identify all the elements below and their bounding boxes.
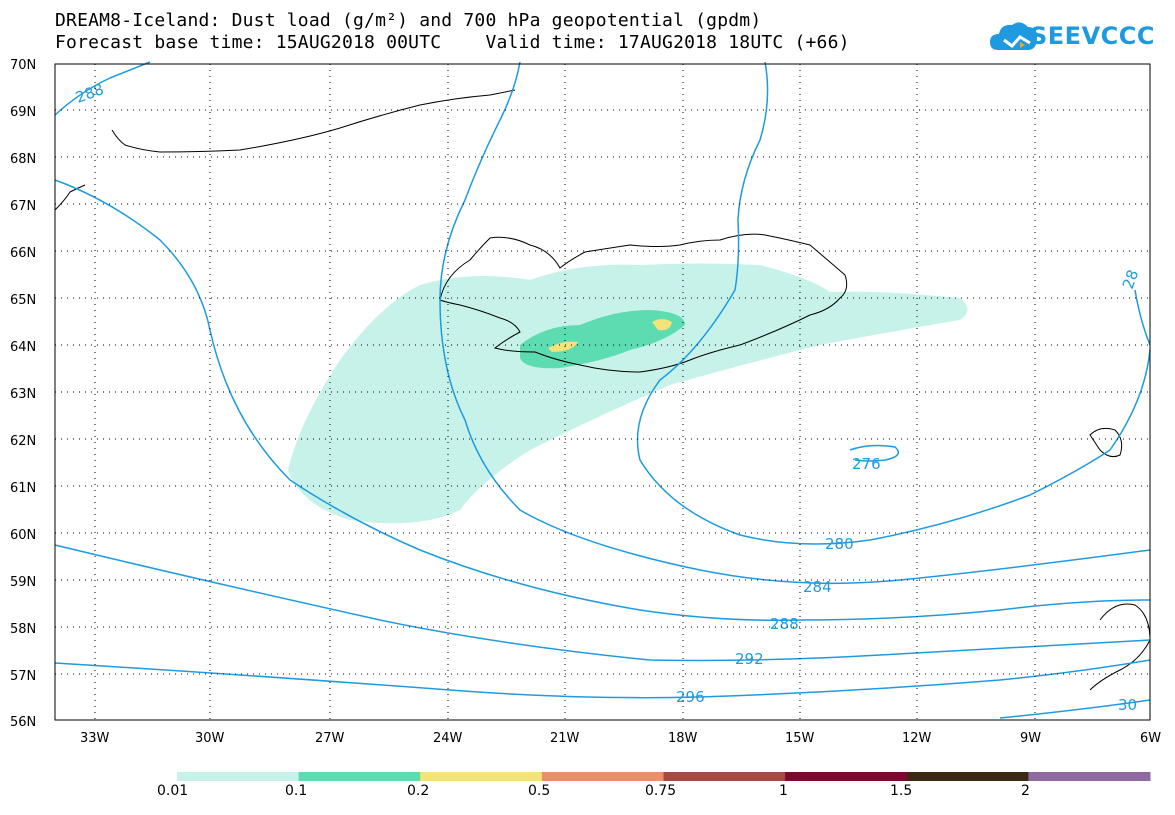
- lat-tick-label: 58N: [10, 622, 36, 637]
- legend-label: 1.5: [890, 783, 913, 799]
- contour-label: 292: [735, 650, 764, 668]
- latitude-labels: 70N 69N 68N 67N 66N 65N 64N 63N 62N 61N …: [10, 58, 36, 730]
- legend-swatch: [541, 772, 664, 781]
- lat-tick-label: 57N: [10, 669, 36, 684]
- faroe-islands-coast: [1089, 427, 1123, 458]
- legend-color-bar: [177, 772, 1151, 781]
- greenland-coast: [111, 89, 516, 153]
- legend-swatch: [298, 772, 421, 781]
- lon-tick-label: 21W: [550, 731, 580, 746]
- legend-label: 2: [1021, 783, 1030, 799]
- geopotential-contours: [54, 61, 1151, 719]
- contour-label: 276: [852, 455, 881, 473]
- map-title-line-2: Forecast base time: 15AUG2018 00UTC Vali…: [55, 32, 850, 53]
- contour-label: 28: [1119, 267, 1142, 291]
- lon-tick-label: 24W: [433, 731, 463, 746]
- lat-tick-label: 59N: [10, 575, 36, 590]
- dust-area-low: [288, 263, 968, 524]
- cloud-logo-icon: [990, 22, 1037, 50]
- contour-label: 284: [803, 578, 832, 596]
- lon-tick-label: 27W: [315, 731, 345, 746]
- legend-label: 1: [779, 783, 788, 799]
- scotland-coast: [1089, 603, 1151, 691]
- legend-label: 0.2: [407, 783, 430, 799]
- legend-swatch: [177, 772, 300, 781]
- legend-label: 0.5: [528, 783, 551, 799]
- contour-right: [636, 61, 1151, 545]
- dust-area-mid: [520, 310, 685, 369]
- dust-area-high-2: [548, 341, 578, 352]
- legend-label: 0.75: [645, 783, 677, 799]
- lat-tick-label: 69N: [10, 105, 36, 120]
- legend-swatch: [1028, 772, 1151, 781]
- lat-tick-label: 63N: [10, 387, 36, 402]
- contour-label: 280: [825, 535, 854, 553]
- iceland-coast: [439, 233, 848, 373]
- contour-east-edge: [1134, 289, 1151, 346]
- lat-tick-label: 67N: [10, 199, 36, 214]
- logo-text: SEEVCCC: [1030, 22, 1155, 50]
- lat-tick-label: 62N: [10, 434, 36, 449]
- contour-left: [54, 179, 1151, 622]
- dust-area-high-1: [652, 319, 672, 331]
- dust-shading: [288, 263, 968, 524]
- contour-276: [849, 444, 900, 462]
- lat-tick-label: 65N: [10, 293, 36, 308]
- lat-tick-label: 64N: [10, 340, 36, 355]
- lat-tick-label: 68N: [10, 152, 36, 167]
- longitude-labels: 33W 30W 27W 24W 21W 18W 15W 12W 9W 6W: [80, 731, 1161, 746]
- contour-292: [54, 544, 1151, 662]
- lat-tick-label: 61N: [10, 481, 36, 496]
- contour-288-north: [54, 61, 151, 116]
- lon-tick-label: 30W: [195, 731, 225, 746]
- lon-tick-label: 6W: [1140, 731, 1161, 746]
- contour-300: [999, 699, 1151, 719]
- graticule: [55, 64, 1150, 720]
- lat-tick-label: 66N: [10, 246, 36, 261]
- legend-swatch: [663, 772, 786, 781]
- legend-swatch: [785, 772, 908, 781]
- map-title-line-1: DREAM8-Iceland: Dust load (g/m²) and 700…: [55, 10, 762, 31]
- lat-tick-label: 60N: [10, 528, 36, 543]
- contour-label: 296: [676, 688, 705, 706]
- legend-label: 0.01: [157, 783, 189, 799]
- contour-label: 30: [1118, 696, 1137, 714]
- lon-tick-label: 15W: [785, 731, 815, 746]
- lat-tick-label: 70N: [10, 58, 36, 73]
- greenland-coast-west: [54, 184, 86, 211]
- lon-tick-label: 18W: [668, 731, 698, 746]
- contour-middle: [439, 61, 1151, 585]
- contour-296: [54, 659, 1151, 699]
- lon-tick-label: 9W: [1020, 731, 1041, 746]
- legend-swatch: [906, 772, 1029, 781]
- legend-swatch: [420, 772, 543, 781]
- legend-label: 0.1: [285, 783, 308, 799]
- contour-label: 288: [73, 80, 106, 107]
- map-frame: [54, 63, 1151, 721]
- lon-tick-label: 33W: [80, 731, 110, 746]
- lat-tick-label: 56N: [10, 715, 36, 730]
- contour-label: 288: [770, 615, 799, 633]
- lon-tick-label: 12W: [902, 731, 932, 746]
